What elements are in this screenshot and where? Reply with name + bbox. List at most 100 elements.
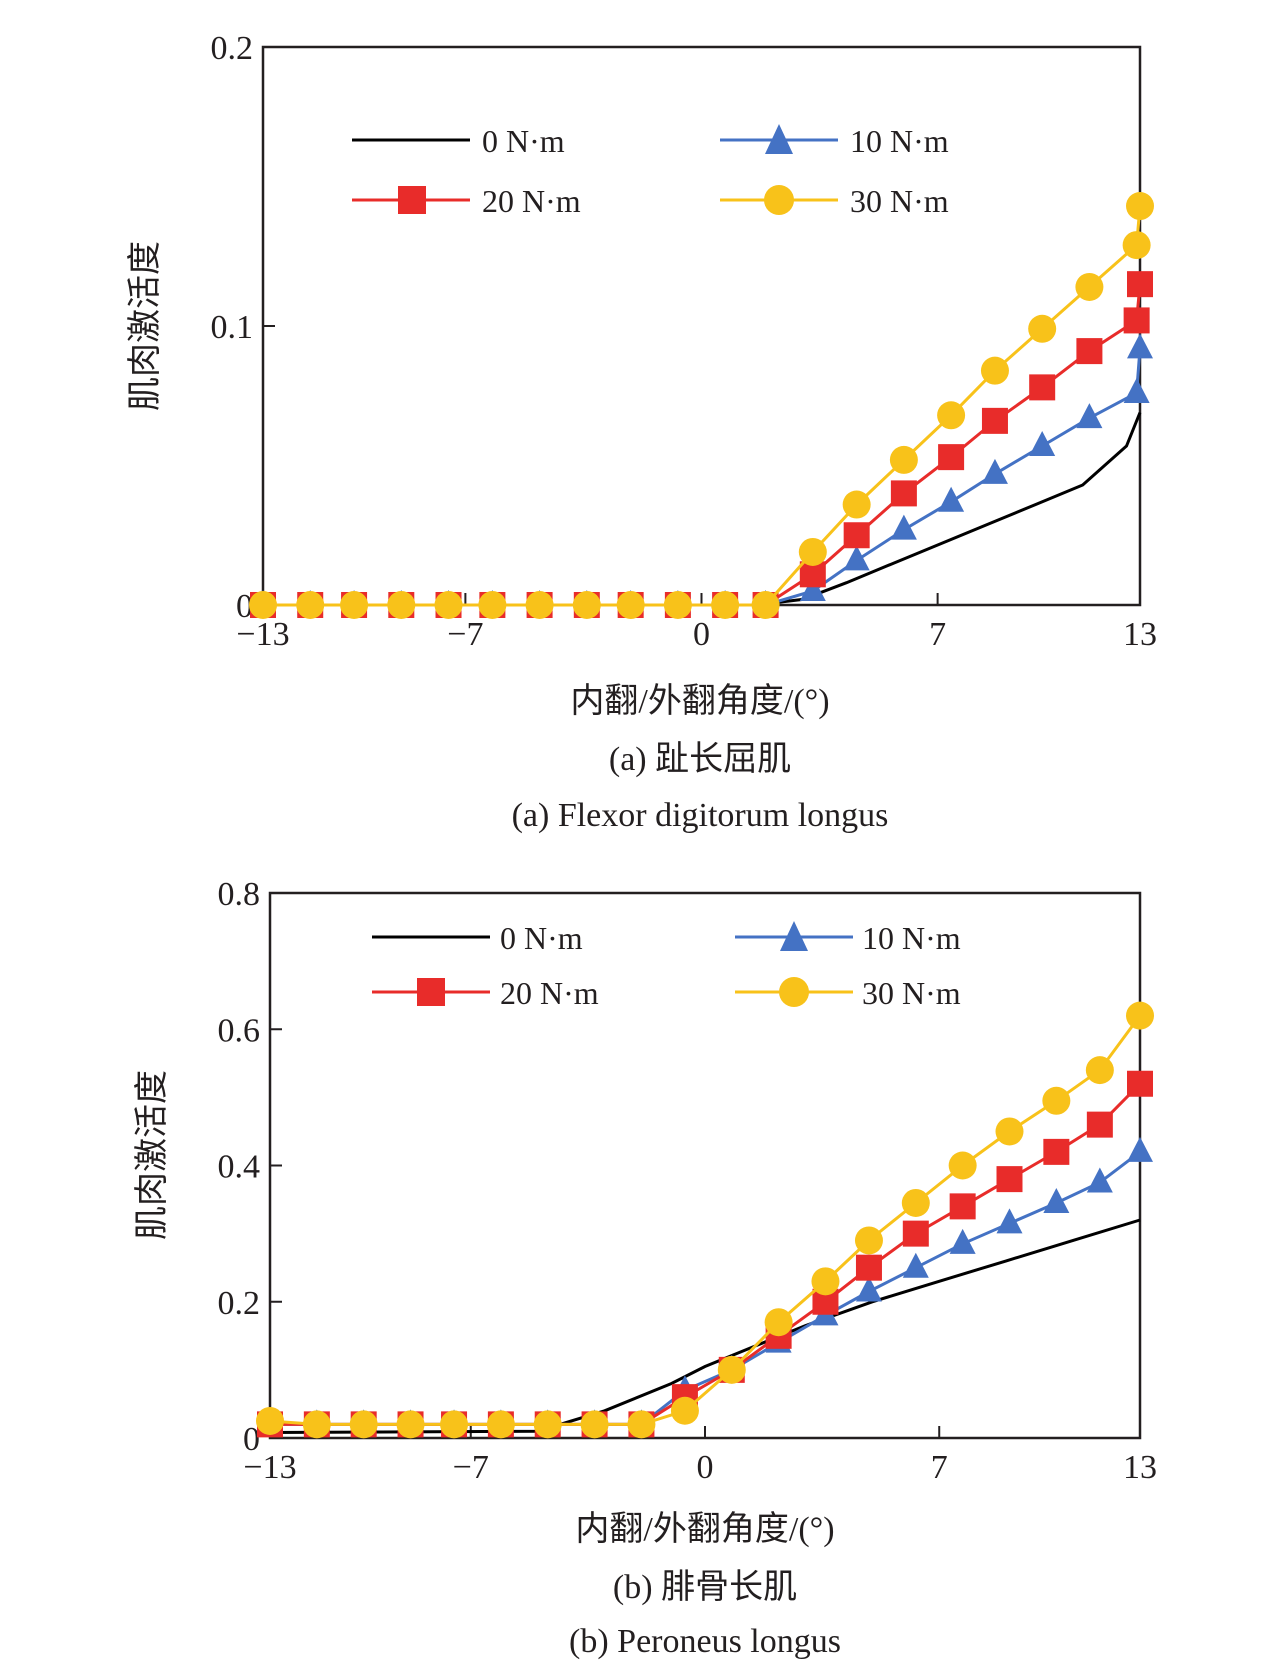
data-point-square bbox=[1123, 307, 1150, 334]
legend-label-10nm: 10 N·m bbox=[850, 123, 949, 159]
panel-a-series bbox=[249, 192, 1154, 619]
legend-label-0nm: 0 N·m bbox=[482, 123, 565, 159]
data-point-square bbox=[938, 444, 965, 471]
legend-item-0nm: 0 N·m bbox=[372, 920, 583, 956]
y-tick-label: 0.2 bbox=[211, 30, 254, 67]
data-point-square bbox=[1127, 1070, 1153, 1097]
data-point-triangle bbox=[902, 1252, 929, 1278]
legend-item-30nm: 30 N·m bbox=[735, 975, 961, 1011]
legend-item-30nm: 30 N·m bbox=[720, 183, 949, 219]
legend-label-20nm: 20 N·m bbox=[500, 975, 599, 1011]
legend-marker-square bbox=[398, 186, 426, 214]
x-tick-label: 13 bbox=[1123, 616, 1157, 653]
data-point-circle bbox=[440, 1410, 469, 1439]
data-point-circle bbox=[525, 591, 554, 619]
data-point-square bbox=[890, 480, 917, 507]
data-point-circle bbox=[434, 591, 463, 619]
data-point-circle bbox=[854, 1226, 883, 1255]
data-point-square bbox=[843, 522, 870, 549]
data-point-circle bbox=[1126, 1001, 1154, 1030]
panel-a-legend: 0 N·m 10 N·m 20 N·m 30 N·m bbox=[352, 123, 949, 219]
data-point-circle bbox=[572, 591, 601, 619]
panel-b: 0 0.2 0.4 0.6 0.8 −13 −7 0 7 13 0 N·m 10 N·m 20 N… bbox=[133, 876, 1157, 1660]
series-line bbox=[263, 411, 1142, 607]
data-point-triangle bbox=[1029, 430, 1056, 456]
data-point-circle bbox=[387, 591, 416, 619]
panel-b-ticks: 0 0.2 0.4 0.6 0.8 −13 −7 0 7 13 bbox=[218, 876, 1158, 1486]
data-point-triangle bbox=[1127, 333, 1153, 359]
x-tick-label: 13 bbox=[1123, 1449, 1157, 1486]
data-point-circle bbox=[798, 537, 827, 566]
data-point-circle bbox=[249, 591, 277, 619]
legend-marker-circle bbox=[779, 977, 809, 1007]
data-point-circle bbox=[670, 1396, 699, 1425]
data-point-triangle bbox=[1043, 1187, 1070, 1213]
legend-label-10nm: 10 N·m bbox=[862, 920, 961, 956]
data-point-triangle bbox=[890, 514, 917, 540]
y-tick-label: 0.4 bbox=[218, 1149, 261, 1186]
panel-b-y-axis-title: 肌肉激活度 bbox=[133, 1070, 171, 1240]
legend-marker-circle bbox=[764, 185, 794, 215]
legend-item-10nm: 10 N·m bbox=[735, 920, 961, 956]
data-point-square bbox=[902, 1220, 929, 1247]
data-point-circle bbox=[842, 490, 871, 519]
data-point-circle bbox=[948, 1151, 977, 1180]
data-point-triangle bbox=[855, 1276, 882, 1302]
data-point-circle bbox=[811, 1267, 840, 1296]
data-point-square bbox=[1043, 1138, 1070, 1165]
legend-label-20nm: 20 N·m bbox=[482, 183, 581, 219]
data-point-circle bbox=[256, 1406, 284, 1435]
data-point-circle bbox=[533, 1410, 562, 1439]
panel-b-x-axis-title: 内翻/外翻角度/(°) bbox=[575, 1510, 834, 1548]
data-point-triangle bbox=[949, 1228, 976, 1254]
panel-b-caption-zh: (b) 腓骨长肌 bbox=[613, 1569, 797, 1606]
y-tick-label: 0 bbox=[243, 1421, 260, 1458]
panel-a-x-axis-title: 内翻/外翻角度/(°) bbox=[570, 682, 829, 720]
data-point-circle bbox=[889, 445, 918, 474]
data-point-circle bbox=[980, 356, 1009, 385]
data-point-circle bbox=[486, 1410, 515, 1439]
x-tick-label: 7 bbox=[931, 1449, 948, 1486]
legend-item-20nm: 20 N·m bbox=[352, 183, 581, 219]
data-point-square bbox=[996, 1166, 1023, 1193]
data-point-circle bbox=[711, 591, 740, 619]
data-point-triangle bbox=[1076, 403, 1103, 429]
legend-item-10nm: 10 N·m bbox=[720, 123, 949, 159]
data-point-circle bbox=[717, 1355, 746, 1384]
data-point-square bbox=[1127, 271, 1153, 298]
data-point-triangle bbox=[938, 486, 965, 512]
data-point-square bbox=[981, 407, 1008, 434]
data-point-circle bbox=[1028, 314, 1057, 343]
panel-b-legend: 0 N·m 10 N·m 20 N·m 30 N·m bbox=[372, 920, 961, 1011]
data-point-circle bbox=[995, 1117, 1024, 1146]
panel-a-y-axis-title: 肌肉激活度 bbox=[126, 241, 164, 411]
data-point-circle bbox=[1085, 1056, 1114, 1085]
data-point-triangle bbox=[843, 545, 870, 571]
y-tick-label: 0.6 bbox=[218, 1012, 261, 1049]
x-tick-label: −13 bbox=[236, 616, 289, 653]
data-point-square bbox=[949, 1193, 976, 1220]
data-point-triangle bbox=[799, 576, 826, 602]
panel-a-caption-en: (a) Flexor digitorum longus bbox=[512, 797, 889, 834]
legend-label-30nm: 30 N·m bbox=[850, 183, 949, 219]
legend-marker-square bbox=[417, 978, 445, 1006]
data-point-square bbox=[1029, 374, 1056, 401]
data-point-triangle bbox=[1127, 1136, 1153, 1162]
panel-a-plot-area bbox=[261, 45, 1142, 607]
x-tick-label: 7 bbox=[929, 616, 946, 653]
x-tick-label: 0 bbox=[697, 1449, 714, 1486]
y-tick-label: 0 bbox=[236, 588, 253, 625]
legend-marker-triangle bbox=[780, 921, 808, 951]
data-point-circle bbox=[580, 1410, 609, 1439]
y-tick-label: 0.1 bbox=[211, 309, 254, 346]
legend-label-30nm: 30 N·m bbox=[862, 975, 961, 1011]
data-point-circle bbox=[627, 1410, 656, 1439]
legend-item-0nm: 0 N·m bbox=[352, 123, 565, 159]
data-point-circle bbox=[764, 1308, 793, 1337]
data-point-circle bbox=[1126, 192, 1154, 221]
x-tick-label: −7 bbox=[453, 1449, 489, 1486]
data-point-triangle bbox=[1086, 1167, 1113, 1193]
data-point-circle bbox=[349, 1410, 378, 1439]
data-point-circle bbox=[302, 1410, 331, 1439]
data-point-square bbox=[1076, 338, 1103, 365]
